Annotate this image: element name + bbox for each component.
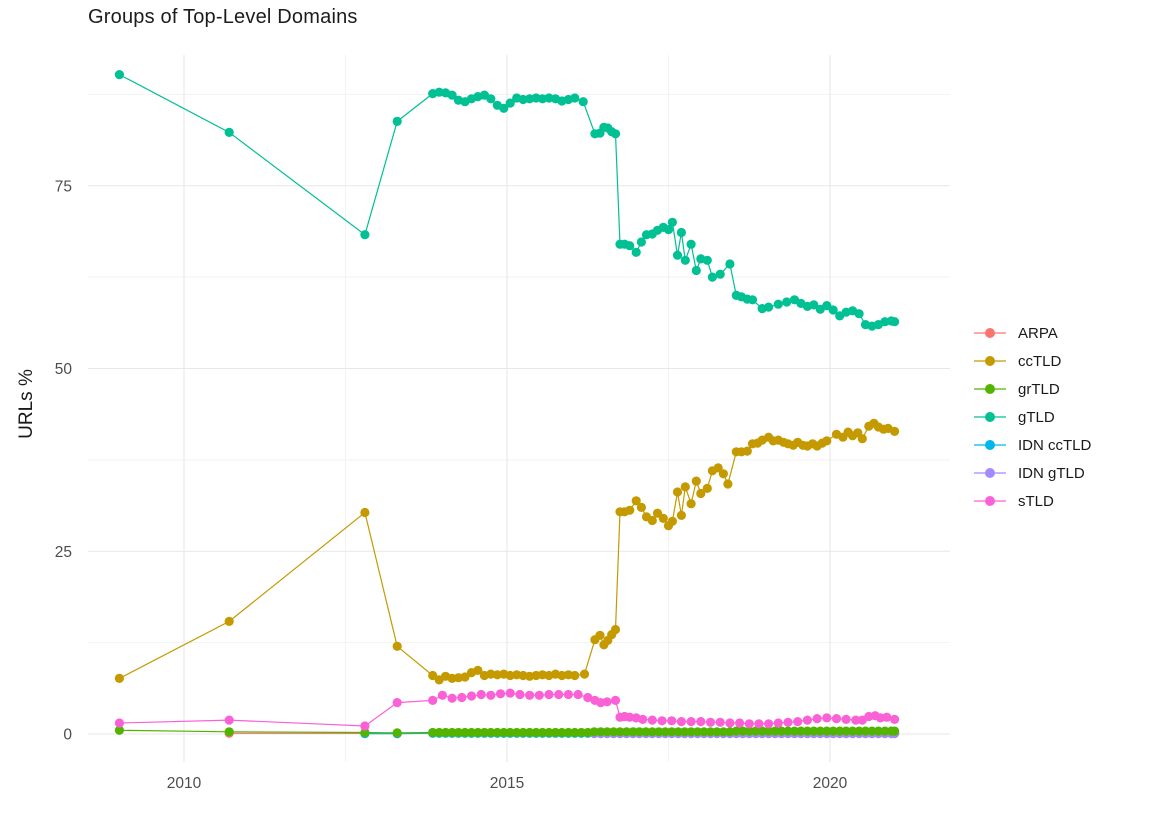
legend-item-idn-gtld: IDN gTLD <box>972 459 1091 487</box>
legend-key-icon <box>974 328 1006 338</box>
y-tick-label: 25 <box>55 544 72 561</box>
y-tick-label: 0 <box>63 727 72 744</box>
grid-major <box>88 55 950 762</box>
x-tick-label: 2010 <box>167 775 202 792</box>
series-grtld <box>114 725 900 738</box>
legend-item-stld: sTLD <box>972 487 1091 515</box>
legend-label: grTLD <box>1018 380 1060 398</box>
legend-key-icon <box>974 356 1006 366</box>
axis-tick-labels: 0 25 50 75 2010 2015 2020 <box>55 178 848 792</box>
legend-item-arpa: ARPA <box>972 319 1091 347</box>
legend-key-icon <box>974 440 1006 450</box>
legend-key-icon <box>974 496 1006 506</box>
legend-key-icon <box>974 384 1006 394</box>
legend-key-icon <box>974 412 1006 422</box>
x-tick-label: 2015 <box>490 775 524 792</box>
chart-title: Groups of Top-Level Domains <box>88 6 358 28</box>
legend-label: sTLD <box>1018 492 1054 510</box>
x-tick-label: 2020 <box>813 775 848 792</box>
legend-item-gtld: gTLD <box>972 403 1091 431</box>
legend-label: IDN ccTLD <box>1018 436 1092 454</box>
series-cctld <box>114 418 900 685</box>
legend-item-grtld: grTLD <box>972 375 1091 403</box>
legend-item-cctld: ccTLD <box>972 347 1091 375</box>
grid-minor <box>88 55 950 762</box>
series-gtld <box>114 70 900 331</box>
series-stld <box>114 688 900 731</box>
legend-label: ARPA <box>1018 324 1058 342</box>
legend: ARPA ccTLD grTLD gTLD IDN ccTLD IDN gTLD sTLD <box>972 319 1091 515</box>
y-tick-label: 50 <box>55 361 73 378</box>
legend-key-icon <box>974 468 1006 478</box>
legend-label: IDN gTLD <box>1018 464 1085 482</box>
legend-item-idn-cctld: IDN ccTLD <box>972 431 1091 459</box>
legend-label: gTLD <box>1018 408 1055 426</box>
y-tick-label: 75 <box>55 178 72 195</box>
legend-label: ccTLD <box>1018 352 1062 370</box>
